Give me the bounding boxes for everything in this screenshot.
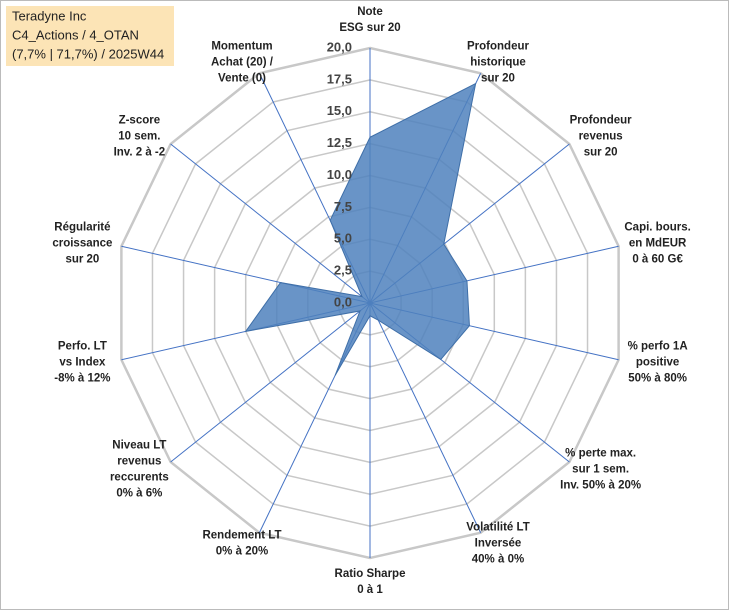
y-tick-label: 0,0 [334,294,352,309]
axis-label: Capi. bours. en MdEUR 0 à 60 G€ [624,222,690,266]
y-tick-label: 7,5 [334,199,352,214]
axis-label-line: 50% à 80% [628,372,687,384]
axis-label-line: % perfo 1A [628,340,688,352]
axis-label-line: sur 20 [65,254,99,266]
axis-label-line: 0% à 6% [116,488,162,500]
axis-label-line: sur 1 sem. [572,464,629,476]
axis-label-line: vs Index [59,356,106,368]
axis-label-line: Ratio Sharpe [335,568,406,580]
axis-label-line: Inv. 50% à 20% [560,480,641,492]
axis-label-line: Vente (0) [218,72,266,84]
radar-area [244,82,477,376]
axis-label: Note ESG sur 20 [339,6,400,34]
axis-label-line: Note [357,6,383,18]
axis-label-line: Niveau LT [112,440,166,452]
axis-label-line: 40% à 0% [472,554,524,566]
axis-label-line: reccurents [110,472,169,484]
title-line: Teradyne Inc [12,8,87,23]
axis-label-line: Capi. bours. [624,222,690,234]
axis-label-line: Profondeur [467,40,529,52]
y-tick-label: 17,5 [327,71,352,86]
axis-label-line: Z-score [119,115,161,127]
axis-label-line: en MdEUR [629,238,687,250]
axis-label-line: Régularité [54,222,110,234]
axis-label: Niveau LT revenus reccurents 0% à 6% [110,440,169,500]
axis-label-line: 10 sem. [118,131,160,143]
axis-label: Z-score 10 sem. Inv. 2 à -2 [114,115,166,159]
y-tick-label: 2,5 [334,263,352,278]
axis-label-line: revenus [117,456,161,468]
axis-label-line: Rendement LT [202,530,281,542]
axis-label-line: 0% à 20% [216,546,268,558]
axis-label-line: Volatilité LT [466,522,529,534]
axis-label: % perfo 1A positive 50% à 80% [628,340,688,384]
axis-label-line: 0 à 60 G€ [632,254,683,266]
spoke [369,302,482,533]
axis-label: Profondeur revenus sur 20 [570,115,632,159]
axis-label: Rendement LT 0% à 20% [202,530,281,558]
title-line: (7,7% | 71,7%) / 2025W44 [12,46,164,61]
axis-label-line: Momentum [211,40,272,52]
y-tick-label: 10,0 [327,167,352,182]
axis-label-line: ESG sur 20 [339,22,400,34]
axis-label-line: croissance [52,238,112,250]
axis-label: Ratio Sharpe 0 à 1 [335,568,406,596]
axis-label-line: Perfo. LT [58,340,107,352]
axis-label: Perfo. LT vs Index -8% à 12% [54,340,110,384]
axis-label-line: 0 à 1 [357,584,383,596]
axis-label-line: sur 20 [584,147,618,159]
axis-label-line: -8% à 12% [54,372,110,384]
y-tick-label: 12,5 [327,135,352,150]
axis-label-line: positive [636,356,679,368]
axis-label-line: Profondeur [570,115,632,127]
axis-label-line: Achat (20) / [211,56,274,68]
axis-label: Volatilité LT Inversée 40% à 0% [466,522,529,566]
axis-label-line: revenus [579,131,623,143]
spoke [170,302,371,463]
axis-label-line: Inversée [475,538,522,550]
axis-label-line: historique [470,56,526,68]
axis-label-line: sur 20 [481,72,515,84]
y-tick-label: 5,0 [334,231,352,246]
axis-label: Régularité croissance sur 20 [52,222,112,266]
axis-label: Momentum Achat (20) / Vente (0) [211,40,274,84]
y-tick-label: 15,0 [327,103,352,118]
spoke [170,143,371,304]
title-line: C4_Actions / 4_OTAN [12,27,139,42]
y-tick-label: 20,0 [327,39,352,54]
axis-label-line: % perte max. [565,448,636,460]
axis-label: % perte max. sur 1 sem. Inv. 50% à 20% [560,448,641,492]
title-box [6,6,174,66]
axis-label-line: Inv. 2 à -2 [114,147,166,159]
axis-label: Profondeur historique sur 20 [467,40,529,84]
